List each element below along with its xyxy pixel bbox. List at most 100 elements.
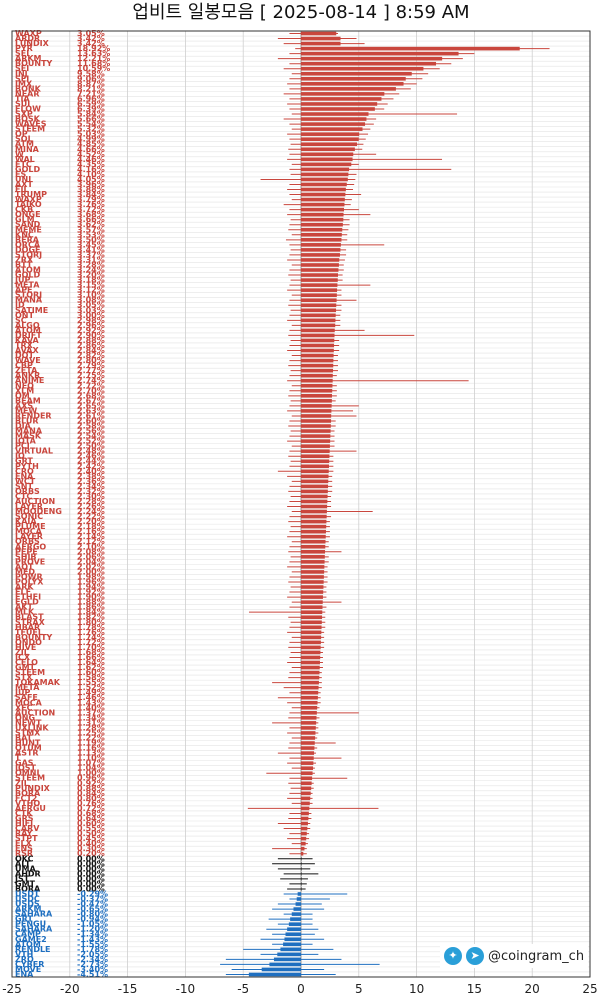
bar-value-label: 2.84%: [77, 346, 105, 355]
data-bar: [301, 761, 314, 765]
data-bar: [285, 932, 301, 937]
bar-value-label: 0.84%: [77, 789, 105, 798]
bar-value-label: 2.60%: [77, 416, 105, 425]
bar-name-label: UNI: [15, 175, 31, 184]
data-bar: [301, 620, 322, 625]
bar-name-label: LAYER: [15, 532, 43, 541]
bar-name-label: ES: [15, 170, 26, 179]
bar-name-label: TAIKO: [15, 200, 42, 209]
bar-value-label: 3.10%: [77, 291, 105, 300]
bar-name-label: WAL: [15, 155, 35, 164]
data-bar: [301, 746, 315, 750]
bar-value-label: 5.32%: [77, 125, 105, 134]
bar-name-label: ATOM: [15, 266, 41, 275]
data-bar: [301, 97, 382, 101]
bar-name-label: MASK: [15, 432, 42, 441]
bar-name-label: BLUR: [15, 416, 39, 425]
bar-value-label: 12.21%: [77, 54, 110, 63]
bar-name-label: STEEM: [15, 774, 45, 783]
x-tick-label: 25: [582, 982, 597, 996]
bar-value-label: -1.55%: [77, 940, 108, 949]
bar-name-label: FIL: [15, 185, 29, 194]
data-bar: [301, 846, 305, 851]
bar-value-label: -0.65%: [77, 905, 108, 914]
bar-value-label: 2.48%: [77, 447, 105, 456]
bar-name-label: ALGO: [15, 321, 40, 330]
data-bar: [301, 766, 314, 770]
data-bar: [301, 263, 339, 267]
bar-value-label: 0.64%: [77, 814, 105, 823]
bar-value-label: 2.22%: [77, 512, 105, 521]
bar-value-label: 3.24%: [77, 266, 105, 275]
bar-name-label: AERGO: [15, 542, 46, 551]
bar-name-label: AXT: [15, 180, 33, 189]
data-bar: [301, 695, 318, 700]
data-bar: [301, 650, 321, 655]
bar-name-label: MED: [15, 567, 35, 576]
data-bar: [301, 217, 344, 222]
bar-value-label: 3.05%: [77, 29, 105, 38]
bar-name-label: GOLD: [15, 271, 40, 280]
bar-name-label: USDT: [15, 889, 40, 898]
data-bar: [301, 736, 316, 740]
bar-value-label: -0.29%: [77, 889, 108, 898]
bar-value-label: 1.58%: [77, 673, 105, 682]
data-bar: [301, 253, 340, 257]
data-bar: [301, 202, 345, 207]
bar-value-label: 6.96%: [77, 94, 105, 103]
bar-name-label: STORJ: [15, 250, 42, 259]
data-bar: [301, 625, 322, 630]
bar-name-label: MOODENG: [15, 507, 62, 516]
bar-name-label: DIA: [15, 422, 32, 431]
data-bar: [301, 363, 334, 368]
bar-name-label: ZIL: [15, 779, 29, 788]
bar-value-label: 1.16%: [77, 744, 105, 753]
data-bar: [288, 922, 301, 926]
bar-value-label: 2.28%: [77, 497, 105, 506]
telegram-icon: ➤: [466, 947, 484, 965]
bar-value-label: 2.63%: [77, 406, 105, 415]
data-bar: [301, 705, 318, 710]
bar-name-label: BEAM: [15, 396, 41, 405]
bar-name-label: SHIB: [15, 552, 37, 561]
bar-value-label: 0.30%: [77, 844, 105, 853]
data-bar: [301, 162, 352, 167]
bar-value-label: 2.36%: [77, 477, 105, 486]
data-bar: [301, 429, 331, 433]
bar-name-label: GOLD: [15, 165, 40, 174]
data-bar: [301, 685, 319, 690]
brand-watermark: ✦ ➤ @coingram_ch: [440, 944, 589, 968]
bar-name-label: TFUEL: [15, 628, 43, 637]
bar-name-label: AVAX: [15, 346, 39, 355]
bar-name-label: SAND: [15, 220, 41, 229]
bar-value-label: 0.00%: [77, 854, 105, 863]
bar-value-label: 2.16%: [77, 527, 105, 536]
data-bar: [301, 524, 327, 529]
bar-name-label: META: [15, 683, 40, 692]
bar-value-label: 0.60%: [77, 819, 105, 828]
bar-name-label: GMT: [15, 879, 36, 888]
bar-value-label: 3.68%: [77, 210, 105, 219]
bar-value-label: 1.78%: [77, 623, 105, 632]
bar-name-label: PEPE: [15, 547, 38, 556]
bar-name-label: CKB: [15, 205, 33, 214]
x-tick-label: 10: [409, 982, 424, 996]
bar-value-label: 2.00%: [77, 567, 105, 576]
bar-value-label: 0.20%: [77, 849, 105, 858]
bar-name-label: RENDLE: [15, 945, 51, 954]
bar-name-label: BONK: [15, 84, 42, 93]
bar-value-label: 2.86%: [77, 341, 105, 350]
data-bar: [301, 132, 360, 136]
bar-name-label: CTK: [15, 809, 33, 818]
data-bar: [301, 670, 320, 675]
data-bar: [301, 555, 325, 559]
bar-value-label: 2.44%: [77, 457, 105, 466]
bar-name-label: STX: [15, 673, 33, 682]
data-bar: [301, 454, 330, 459]
bar-value-label: 2.77%: [77, 366, 105, 375]
x-tick-label: -20: [60, 982, 80, 996]
bar-value-label: 2.08%: [77, 547, 105, 556]
data-bar: [301, 575, 324, 579]
bar-value-label: 2.61%: [77, 411, 105, 420]
bar-name-label: ENA: [15, 970, 34, 979]
